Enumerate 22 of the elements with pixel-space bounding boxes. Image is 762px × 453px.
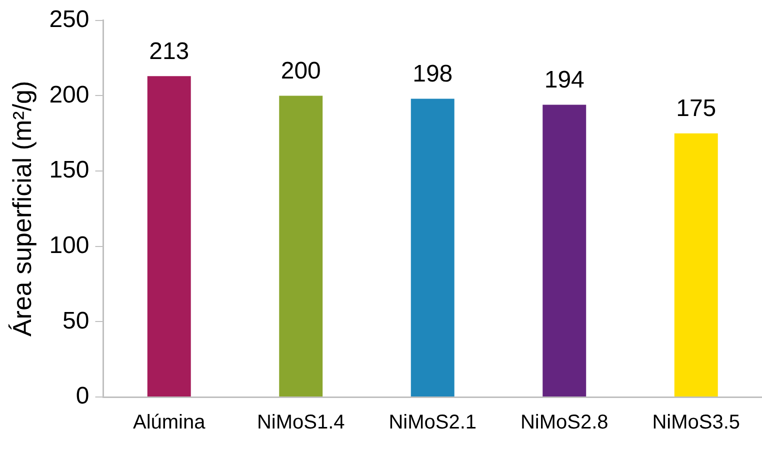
y-tick-label: 250 <box>49 6 90 34</box>
y-axis-title: Área superficial (m²/g) <box>6 80 37 337</box>
bar <box>410 98 454 396</box>
data-label: 175 <box>676 95 716 122</box>
y-tick-label: 150 <box>49 156 90 184</box>
data-label: 194 <box>544 66 584 94</box>
y-tick-label: 200 <box>49 81 90 108</box>
x-tick-label: NiMoS2.8 <box>520 412 608 434</box>
bar <box>147 76 191 396</box>
y-tick-label: 50 <box>62 307 90 334</box>
x-tick-label: NiMoS3.5 <box>652 412 740 434</box>
data-label: 198 <box>412 60 453 88</box>
data-label: 213 <box>149 38 190 65</box>
data-label: 200 <box>280 57 321 84</box>
x-tick-label: NiMoS1.4 <box>256 412 345 434</box>
y-tick-label: 0 <box>76 382 90 410</box>
x-tick-label: NiMoS2.1 <box>388 412 477 434</box>
bar <box>279 96 323 396</box>
x-tick-label: Alúmina <box>132 412 206 434</box>
y-tick-label: 100 <box>49 232 90 259</box>
bar <box>542 104 586 396</box>
bar <box>674 133 718 396</box>
